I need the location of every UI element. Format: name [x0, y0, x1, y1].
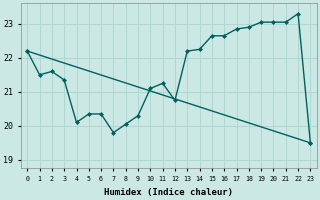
- X-axis label: Humidex (Indice chaleur): Humidex (Indice chaleur): [104, 188, 233, 197]
